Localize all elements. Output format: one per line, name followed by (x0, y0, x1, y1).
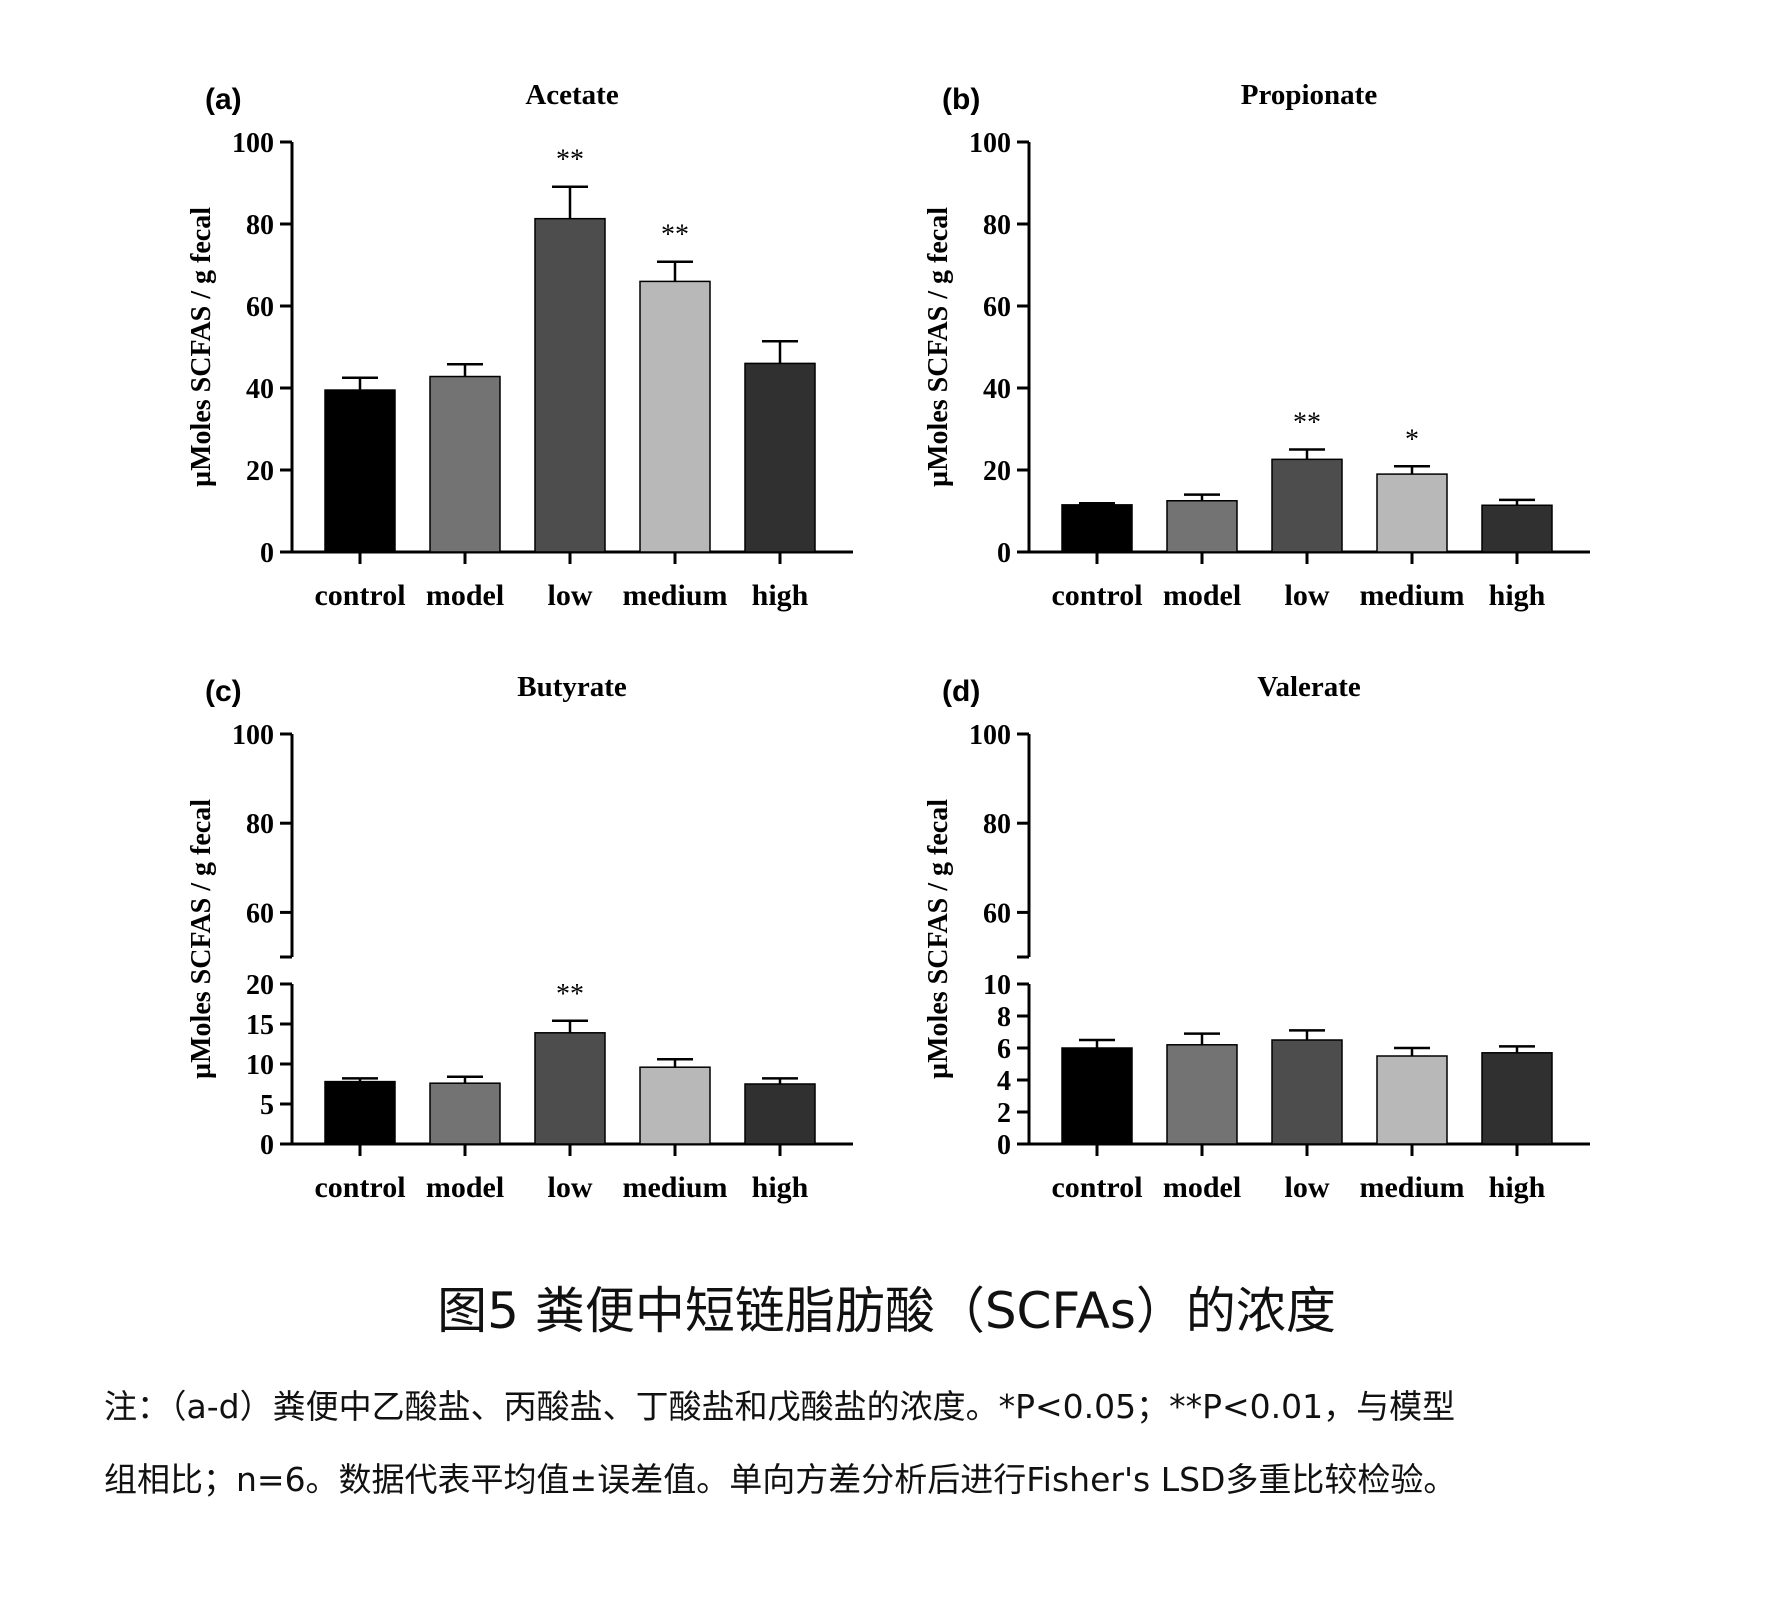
significance-marker: * (1405, 424, 1419, 455)
bar-medium (1376, 1055, 1448, 1145)
chart-panel-c: (c) Butyrate µMoles SCFAS / g fecal 0 5 10 15 2… (186, 671, 853, 1204)
bar-control (1061, 504, 1133, 553)
y-axis-label: µMoles SCFAS / g fecal (186, 799, 217, 1079)
y-tick-label: 5 (260, 1090, 274, 1121)
x-tick-label: high (1489, 579, 1546, 612)
y-tick-label: 10 (983, 970, 1011, 1001)
x-tick-label: high (752, 579, 809, 612)
y-tick-label: 100 (232, 128, 274, 159)
bar-control (324, 389, 396, 553)
y-tick-label: 80 (246, 210, 274, 241)
y-tick-label: 60 (983, 898, 1011, 929)
x-tick-label: control (1051, 1171, 1142, 1204)
x-tick-label: low (548, 579, 593, 612)
x-tick-label: control (314, 579, 405, 612)
y-tick-label: 0 (997, 538, 1011, 569)
chart-panel-a: (a) Acetate µMoles SCFAS / g fecal 0 20 40 60 8… (186, 79, 853, 612)
x-tick-label: model (1163, 579, 1241, 612)
x-tick-label: high (1489, 1171, 1546, 1204)
x-tick-label: model (1163, 1171, 1241, 1204)
x-tick-label: model (426, 1171, 504, 1204)
panel-letter: (b) (942, 83, 980, 116)
chart-panel-b: (b) Propionate µMoles SCFAS / g fecal 0 20 40… (923, 79, 1590, 612)
y-tick-label: 8 (997, 1002, 1011, 1033)
x-tick-label: low (1285, 579, 1330, 612)
x-tick-label: low (548, 1171, 593, 1204)
bar-model (429, 375, 501, 553)
panel-letter: (c) (205, 675, 242, 708)
y-tick-label: 6 (997, 1034, 1011, 1065)
bar-high (1481, 504, 1553, 553)
bar-medium (639, 1066, 711, 1145)
y-tick-label: 2 (997, 1098, 1011, 1129)
panel-letter: (a) (205, 83, 242, 116)
y-tick-label: 100 (969, 720, 1011, 751)
y-tick-label: 20 (246, 970, 274, 1001)
bar-low (534, 1032, 606, 1145)
x-tick-label: medium (623, 1171, 728, 1204)
y-tick-label: 0 (997, 1130, 1011, 1161)
significance-marker: ** (556, 979, 584, 1010)
x-tick-label: medium (1360, 579, 1465, 612)
chart-title: Valerate (1257, 671, 1361, 703)
bar-control (324, 1080, 396, 1145)
bar-control (1061, 1047, 1133, 1145)
y-tick-label: 60 (983, 292, 1011, 323)
y-axis-label: µMoles SCFAS / g fecal (186, 207, 217, 487)
x-tick-label: model (426, 579, 504, 612)
bar-low (1271, 1039, 1343, 1145)
x-tick-label: medium (1360, 1171, 1465, 1204)
panel-letter: (d) (942, 675, 980, 708)
x-tick-label: medium (623, 579, 728, 612)
figure-note-line-2: 组相比；n=6。数据代表平均值±误差值。单向方差分析后进行Fisher's LS… (104, 1460, 1457, 1499)
chart-title: Acetate (525, 79, 619, 111)
bar-medium (639, 280, 711, 553)
y-tick-label: 0 (260, 1130, 274, 1161)
y-axis-label: µMoles SCFAS / g fecal (923, 799, 954, 1079)
chart-title: Butyrate (517, 671, 627, 703)
x-tick-label: high (752, 1171, 809, 1204)
y-axis-label: µMoles SCFAS / g fecal (923, 207, 954, 487)
figure-note-line-1: 注：（a-d）粪便中乙酸盐、丙酸盐、丁酸盐和戊酸盐的浓度。*P<0.05；**P… (104, 1387, 1456, 1426)
y-tick-label: 0 (260, 538, 274, 569)
y-tick-label: 100 (232, 720, 274, 751)
y-tick-label: 40 (246, 374, 274, 405)
bar-low (534, 217, 606, 553)
bar-model (429, 1082, 501, 1145)
x-tick-label: control (314, 1171, 405, 1204)
significance-marker: ** (1293, 408, 1321, 439)
y-tick-label: 40 (983, 374, 1011, 405)
y-tick-label: 15 (246, 1010, 274, 1041)
y-tick-label: 10 (246, 1050, 274, 1081)
bar-low (1271, 458, 1343, 553)
figure-caption: 图5 粪便中短链脂肪酸（SCFAs）的浓度 (437, 1282, 1336, 1340)
y-tick-label: 60 (246, 292, 274, 323)
x-tick-label: control (1051, 579, 1142, 612)
y-tick-label: 4 (997, 1066, 1011, 1097)
y-tick-label: 80 (983, 809, 1011, 840)
x-tick-label: low (1285, 1171, 1330, 1204)
y-tick-label: 60 (246, 898, 274, 929)
significance-marker: ** (556, 145, 584, 176)
y-tick-label: 100 (969, 128, 1011, 159)
bar-medium (1376, 473, 1448, 553)
bar-model (1166, 1044, 1238, 1145)
y-tick-label: 80 (983, 210, 1011, 241)
significance-marker: ** (661, 220, 689, 251)
y-tick-label: 80 (246, 809, 274, 840)
chart-title: Propionate (1241, 79, 1378, 111)
y-tick-label: 20 (983, 456, 1011, 487)
bar-high (1481, 1052, 1553, 1145)
bar-model (1166, 500, 1238, 553)
bar-high (744, 1083, 816, 1145)
bar-high (744, 362, 816, 553)
y-tick-label: 20 (246, 456, 274, 487)
